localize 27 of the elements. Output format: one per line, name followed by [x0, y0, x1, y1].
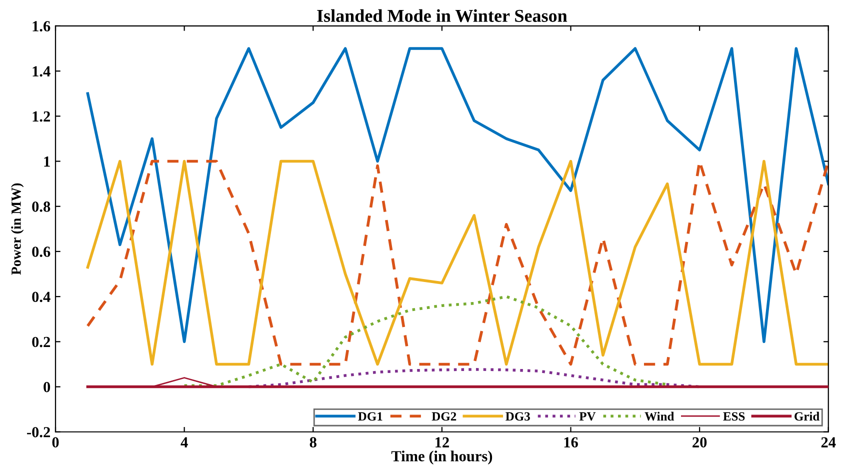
x-tick-label: 12 — [436, 437, 449, 448]
legend-label: DG1 — [358, 412, 382, 421]
legend-label: Grid — [794, 412, 820, 421]
y-tick-label: 1.4 — [32, 66, 50, 77]
y-tick-label: 1.2 — [32, 111, 50, 122]
legend-label: PV — [579, 412, 596, 421]
y-tick-label: 0.8 — [32, 202, 50, 212]
x-tick-label: 4 — [180, 437, 188, 448]
y-tick-label: 0.4 — [32, 292, 50, 302]
x-axis-title: Time (in hours) — [391, 450, 492, 464]
x-tick-label: 16 — [564, 437, 578, 448]
legend-label: DG2 — [432, 412, 456, 421]
chart-title: Islanded Mode in Winter Season — [317, 9, 568, 22]
y-axis-title: Power (in MW) — [11, 183, 24, 275]
y-tick-label: -0.2 — [27, 427, 50, 438]
legend-label: DG3 — [506, 412, 530, 421]
x-tick-label: 20 — [692, 437, 707, 448]
legend-label: ESS — [723, 412, 745, 421]
y-tick-label: 1.6 — [32, 21, 50, 32]
x-tick-label: 8 — [310, 437, 316, 448]
x-tick-label: 0 — [52, 437, 59, 448]
y-tick-label: 0.6 — [32, 246, 50, 257]
x-tick-label: 24 — [821, 437, 836, 448]
y-tick-label: 0 — [44, 382, 50, 392]
y-tick-label: 1 — [44, 156, 50, 167]
legend-label: Wind — [644, 412, 674, 421]
y-tick-label: 0.2 — [32, 336, 50, 348]
